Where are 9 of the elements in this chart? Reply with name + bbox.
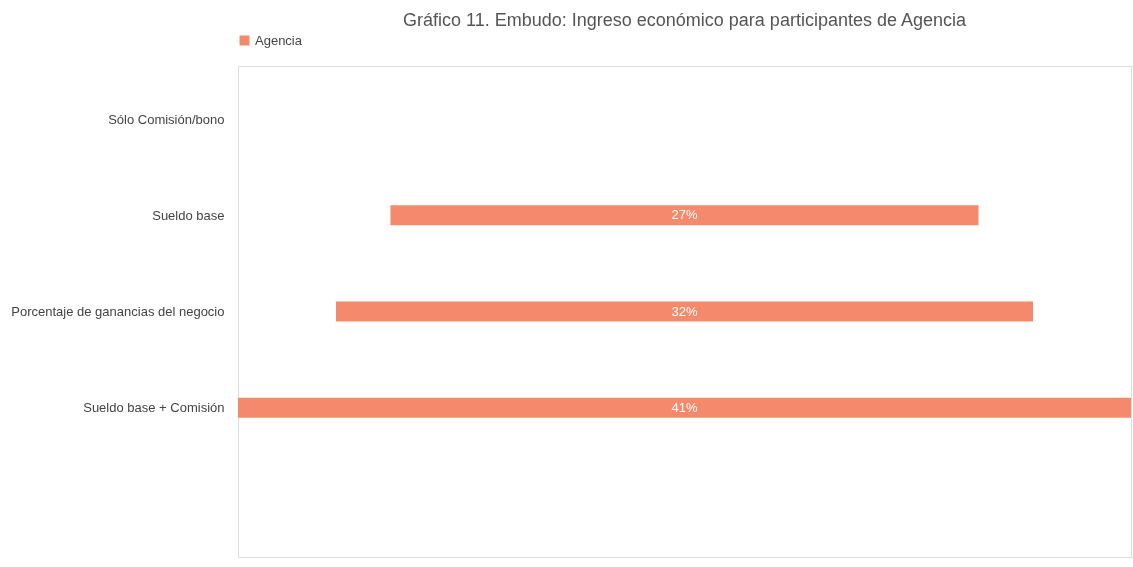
category-label: Porcentaje de ganancias del negocio	[11, 304, 225, 319]
legend-label: Agencia	[255, 32, 303, 48]
category-label: Sólo Comisión/bono	[108, 111, 225, 127]
category-label: Sueldo base	[152, 207, 225, 223]
data-label: 27%	[671, 207, 698, 223]
data-label: 32%	[671, 303, 698, 319]
text: Gráfico 11. Embudo: Ingreso económico para participantes de Agencia	[402, 10, 967, 30]
category-label: Sueldo base + Comisión	[83, 400, 225, 416]
data-label: 41%	[671, 399, 698, 415]
